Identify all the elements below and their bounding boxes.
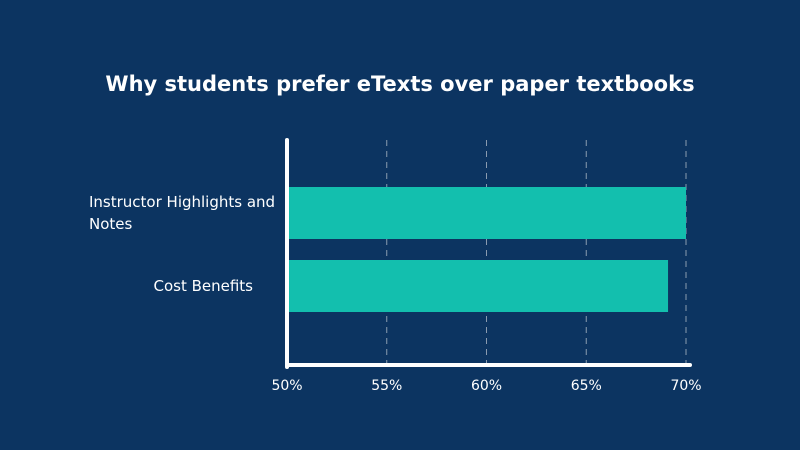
chart-title: Why students prefer eTexts over paper te… — [105, 72, 694, 96]
x-tick-label: 55% — [371, 378, 402, 394]
x-tick-label: 50% — [271, 378, 302, 394]
bar — [287, 187, 686, 239]
bar — [287, 260, 669, 312]
x-tick-label: 60% — [471, 378, 502, 394]
y-tick-label: Cost Benefits — [153, 277, 253, 295]
y-tick-label: Instructor Highlights and Notes — [89, 193, 276, 233]
x-tick-label: 70% — [670, 378, 701, 394]
x-tick-label: 65% — [571, 378, 602, 394]
